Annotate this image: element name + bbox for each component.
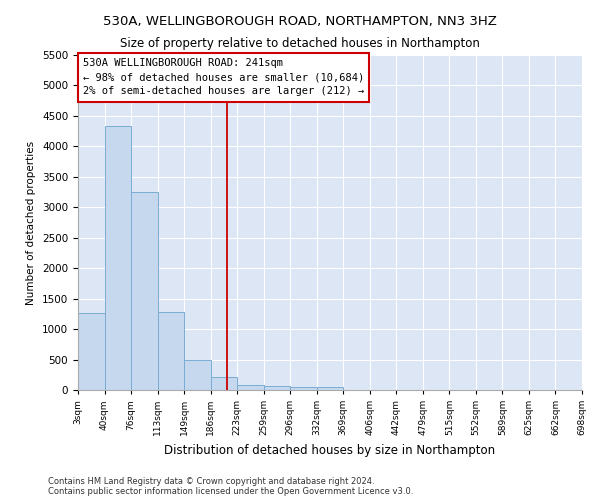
Bar xyxy=(290,386,317,390)
Bar xyxy=(317,387,343,390)
Bar xyxy=(78,312,104,390)
Text: 530A, WELLINGBOROUGH ROAD, NORTHAMPTON, NN3 3HZ: 530A, WELLINGBOROUGH ROAD, NORTHAMPTON, … xyxy=(103,15,497,28)
Y-axis label: Number of detached properties: Number of detached properties xyxy=(26,140,37,304)
Text: Size of property relative to detached houses in Northampton: Size of property relative to detached ho… xyxy=(120,38,480,51)
Bar xyxy=(158,312,184,390)
Bar xyxy=(104,126,131,390)
Bar xyxy=(211,377,237,390)
Bar xyxy=(131,192,158,390)
Bar xyxy=(263,386,290,390)
Text: Contains HM Land Registry data © Crown copyright and database right 2024.: Contains HM Land Registry data © Crown c… xyxy=(48,477,374,486)
Text: Contains public sector information licensed under the Open Government Licence v3: Contains public sector information licen… xyxy=(48,487,413,496)
X-axis label: Distribution of detached houses by size in Northampton: Distribution of detached houses by size … xyxy=(164,444,496,456)
Bar xyxy=(237,384,263,390)
Bar xyxy=(184,360,211,390)
Text: 530A WELLINGBOROUGH ROAD: 241sqm
← 98% of detached houses are smaller (10,684)
2: 530A WELLINGBOROUGH ROAD: 241sqm ← 98% o… xyxy=(83,58,364,96)
